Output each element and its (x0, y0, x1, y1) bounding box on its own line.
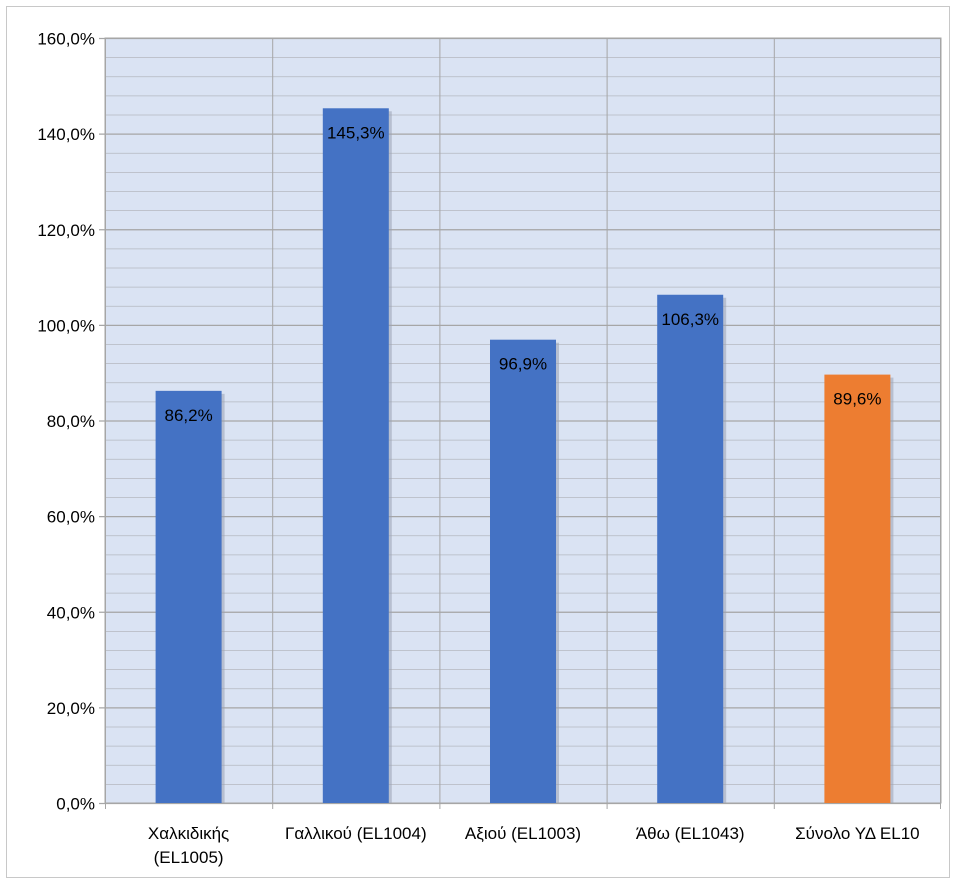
y-tick-label: 100,0% (37, 316, 95, 335)
bar (490, 339, 556, 803)
x-tick-label: Αξιού (EL1003) (465, 824, 581, 843)
x-tick-label: Σύνολο ΥΔ EL10 (795, 824, 919, 843)
data-label: 145,3% (327, 123, 385, 142)
y-tick-label: 40,0% (47, 603, 95, 622)
y-tick-label: 80,0% (47, 412, 95, 431)
chart-frame: 0,0% 20,0% 40,0% 60,0% 80,0% 100,0% 120,0% 140,… (6, 6, 950, 878)
bar-series (155, 108, 894, 804)
y-tick-label: 60,0% (47, 508, 95, 527)
bar (657, 294, 724, 803)
y-tick-label: 0,0% (56, 795, 95, 814)
data-labels: 86,2% 145,3% 96,9% 106,3% 89,6% (164, 123, 881, 425)
category-gridlines (105, 38, 941, 809)
data-label: 86,2% (164, 406, 212, 425)
y-tick-label: 20,0% (47, 699, 95, 718)
x-tick-label: (EL1005) (154, 848, 224, 867)
y-tick-label: 140,0% (37, 125, 95, 144)
bar (322, 108, 389, 804)
x-tick-label: Χαλκιδικής (148, 824, 229, 843)
x-tick-label: Άθω (EL1043) (636, 824, 745, 843)
x-tick-label: Γαλλικού (EL1004) (285, 824, 427, 843)
y-tick-label: 160,0% (37, 30, 95, 49)
data-label: 96,9% (499, 355, 547, 374)
y-axis-labels: 0,0% 20,0% 40,0% 60,0% 80,0% 100,0% 120,0% 140,… (37, 30, 95, 814)
bar (155, 390, 222, 803)
bar (824, 374, 891, 803)
bar-chart: 0,0% 20,0% 40,0% 60,0% 80,0% 100,0% 120,0% 140,… (37, 30, 942, 867)
data-label: 89,6% (833, 390, 881, 409)
x-axis-labels: Χαλκιδικής (EL1005) Γαλλικού (EL1004) Αξιού… (148, 824, 920, 867)
y-tick-label: 120,0% (37, 221, 95, 240)
data-label: 106,3% (661, 310, 719, 329)
